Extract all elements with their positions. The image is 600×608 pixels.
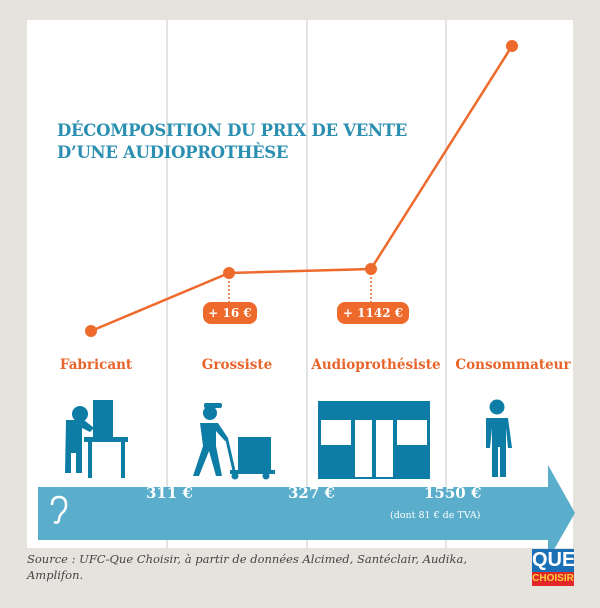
price-point <box>506 40 518 52</box>
stage-label-fabricant: Fabricant <box>59 357 133 373</box>
price-label: 1550 € <box>424 484 482 502</box>
stage-label-audioprothesiste: Audioprothésiste <box>311 357 441 373</box>
increment-badge: + 1142 € <box>337 302 409 324</box>
price-point <box>365 263 377 275</box>
infographic-panel <box>27 20 573 548</box>
value-chain-arrow <box>38 465 575 560</box>
stage-label-consommateur: Consommateur <box>455 357 571 373</box>
que-choisir-logo: QUE CHOISIR <box>532 549 576 586</box>
ear-icon <box>50 495 68 524</box>
column-divider <box>306 20 308 548</box>
column-divider <box>166 20 168 548</box>
logo-top: QUE <box>532 549 576 572</box>
price-label: 327 € <box>288 484 335 502</box>
increment-badge: + 16 € <box>203 302 257 324</box>
price-point <box>85 325 97 337</box>
price-label: 311 € <box>146 484 193 502</box>
title-line-1: DÉCOMPOSITION DU PRIX DE VENTE <box>57 121 408 140</box>
source-note: Source : UFC-Que Choisir, à partir de do… <box>27 552 467 582</box>
person-icon <box>486 399 512 477</box>
vat-note: (dont 81 € de TVA) <box>390 510 481 521</box>
column-divider <box>445 20 447 548</box>
factory-worker-icon <box>65 400 128 478</box>
stage-label-grossiste: Grossiste <box>201 357 273 373</box>
price-point <box>223 267 235 279</box>
delivery-worker-icon <box>193 403 275 480</box>
infographic-title: DÉCOMPOSITION DU PRIX DE VENTE D’UNE AUD… <box>57 120 407 164</box>
title-line-2: D’UNE AUDIOPROTHÈSE <box>57 143 289 162</box>
shop-icon <box>318 401 430 479</box>
price-line <box>90 45 514 333</box>
logo-bottom: CHOISIR <box>532 572 574 586</box>
